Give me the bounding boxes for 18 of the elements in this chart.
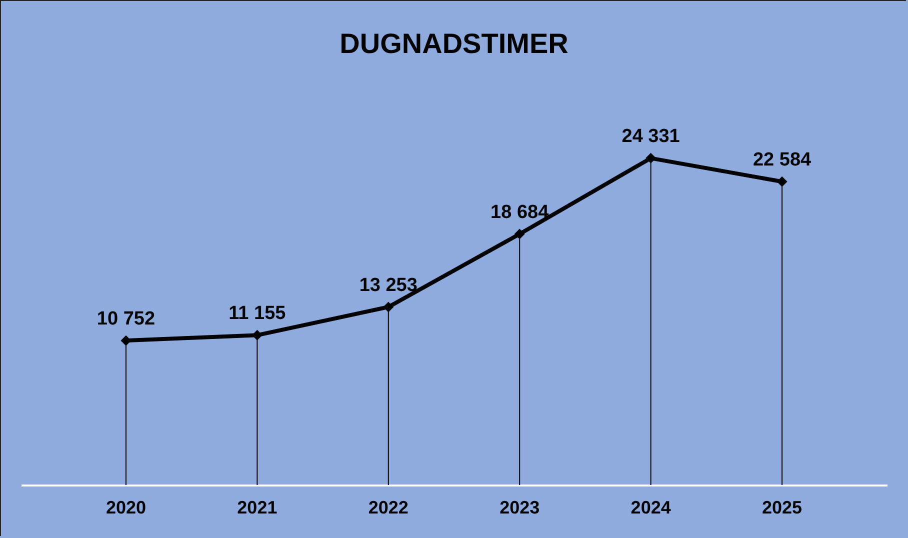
- data-label: 24 331: [622, 126, 680, 148]
- x-tick-label: 2025: [762, 498, 802, 518]
- data-label: 13 253: [359, 274, 418, 296]
- point: [646, 152, 656, 164]
- x-tick-label: 2020: [106, 498, 146, 518]
- point: [514, 228, 525, 240]
- data-label: 10 752: [96, 308, 156, 330]
- x-tick-label: 2022: [368, 498, 408, 518]
- x-tick-label: 2023: [500, 498, 540, 518]
- point: [776, 176, 788, 187]
- x-tick-label: 2024: [630, 498, 671, 518]
- point: [383, 302, 394, 312]
- data-label: 18 684: [490, 202, 550, 224]
- point: [120, 335, 132, 346]
- chart-title: DUGNADSTIMER: [340, 28, 568, 59]
- x-tick-label: 2021: [237, 498, 278, 518]
- data-label: 22 584: [752, 150, 812, 171]
- data-label: 11 155: [228, 303, 286, 324]
